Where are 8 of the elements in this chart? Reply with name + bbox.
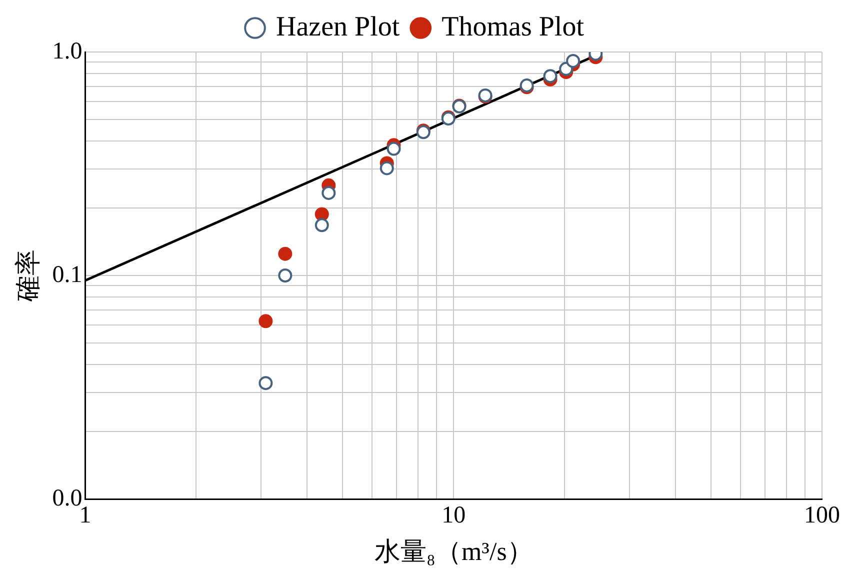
legend-label: Thomas Plot — [442, 11, 584, 42]
x-tick-label: 10 — [442, 502, 466, 529]
y-tick-label: 1.0 — [52, 38, 82, 64]
y-axis-title: 確率 — [13, 250, 42, 302]
y-tick-label: 0.1 — [52, 262, 82, 288]
x-axis-title: 水量₈（m³/s） — [374, 537, 533, 566]
x-tick-label: 100 — [804, 502, 840, 529]
legend-label: Hazen Plot — [276, 11, 400, 42]
